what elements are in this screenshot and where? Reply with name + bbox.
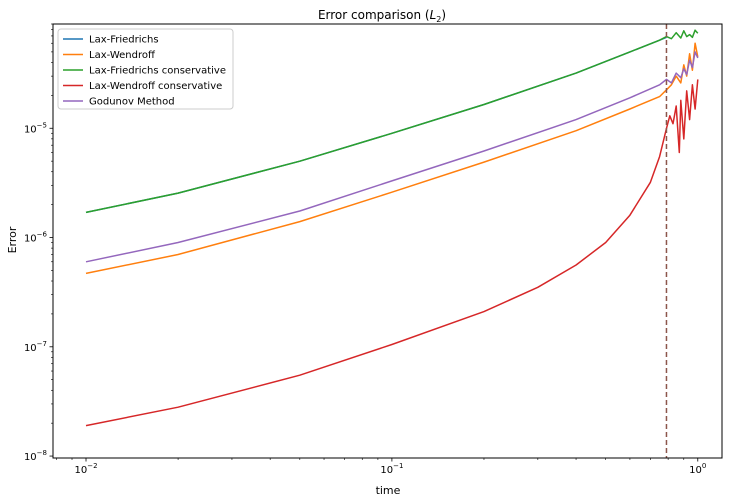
legend-box bbox=[57, 28, 234, 110]
x-tick-label: 100 bbox=[689, 462, 706, 476]
y-tick-label: 10−5 bbox=[24, 121, 47, 135]
chart-title-close: ) bbox=[441, 8, 446, 22]
x-tick-label: 10−2 bbox=[74, 462, 97, 476]
legend-entry-label: Lax-Wendroff bbox=[89, 50, 156, 61]
legend-entry-label: Godunov Method bbox=[89, 97, 175, 108]
chart-title-symbol: L bbox=[430, 8, 437, 22]
axes-frame bbox=[52, 23, 723, 459]
legend: Lax-Friedrichs Lax-Wendroff Lax-Friedrichs… bbox=[57, 28, 234, 110]
plot-area bbox=[85, 24, 699, 458]
series-line-godunov-method bbox=[85, 51, 699, 263]
axes: 10−2 10−1 100 10−8 10−7 10−6 10−5 bbox=[24, 23, 723, 476]
y-tick-label: 10−7 bbox=[24, 340, 47, 354]
series-line-lax-wendroff bbox=[85, 42, 699, 275]
chart-title-subscript: 2 bbox=[436, 15, 441, 24]
legend-entry-label: Lax-Friedrichs bbox=[89, 35, 159, 46]
x-axis-label: time bbox=[376, 484, 401, 497]
series-line-lax-wendroff-conservative bbox=[85, 79, 699, 427]
chart-title-main: Error comparison ( bbox=[318, 8, 430, 22]
y-axis-label: Error bbox=[6, 226, 19, 253]
x-tick-label: 10−1 bbox=[380, 462, 403, 476]
legend-entry-label: Lax-Wendroff conservative bbox=[89, 81, 222, 92]
y-tick-label: 10−8 bbox=[24, 449, 47, 463]
series-line-lax-friedrichs-conservative bbox=[85, 29, 699, 214]
legend-entry-label: Lax-Friedrichs conservative bbox=[89, 66, 226, 77]
chart-title: Error comparison (L2) bbox=[318, 8, 446, 24]
y-tick-label: 10−6 bbox=[24, 231, 48, 245]
